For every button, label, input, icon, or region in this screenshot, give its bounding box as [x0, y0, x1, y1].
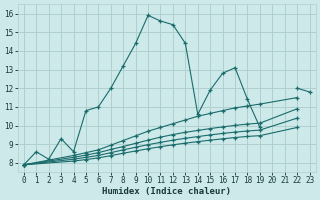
X-axis label: Humidex (Indice chaleur): Humidex (Indice chaleur) — [102, 187, 231, 196]
